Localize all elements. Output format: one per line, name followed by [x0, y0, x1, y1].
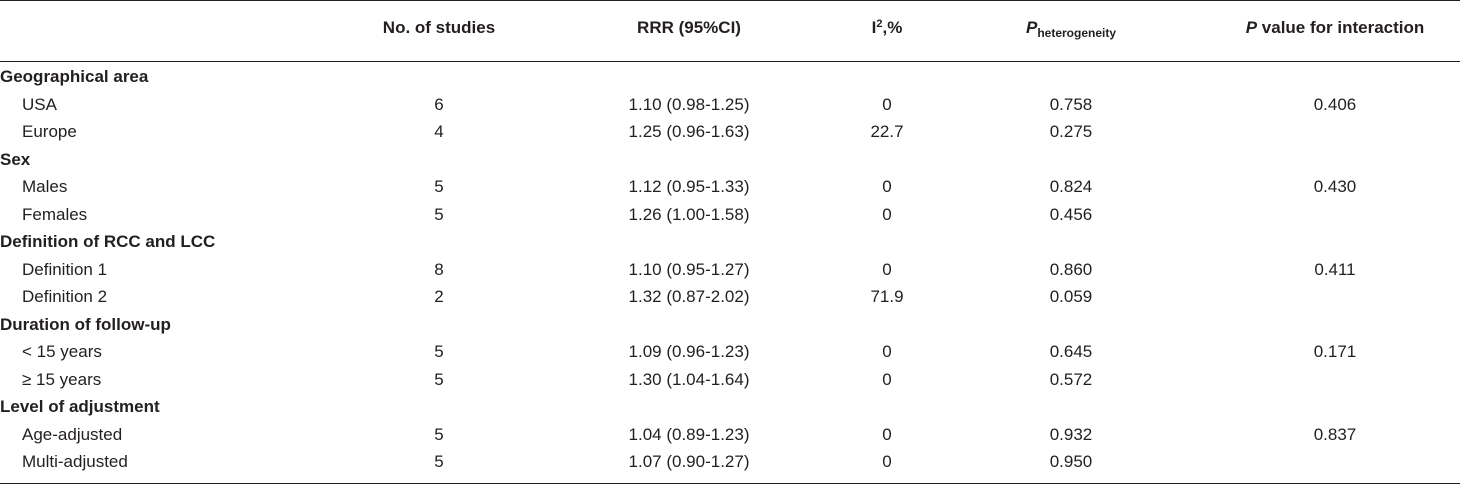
group-row: Duration of follow-up: [0, 311, 1460, 339]
i2-cell: 0: [882, 424, 892, 444]
p-heterogeneity-cell: 0.572: [1049, 369, 1093, 389]
group-row: Geographical area: [0, 63, 1460, 91]
table-row: < 15 years 5 1.09 (0.96-1.23) 0 0.645 0.171: [0, 338, 1460, 366]
p-interaction-cell: 0.430: [1313, 177, 1357, 196]
p-heterogeneity-cell: 0.456: [1049, 204, 1093, 224]
group-row: Definition of RCC and LCC: [0, 228, 1460, 256]
header-rrr-95ci: RRR (95%CI): [637, 18, 741, 37]
table-row: Females 5 1.26 (1.00-1.58) 0 0.456: [0, 201, 1460, 229]
header-i2-superscript: 2: [876, 18, 883, 30]
p-heterogeneity-cell: 0.758: [1049, 94, 1093, 114]
studies-cell: 5: [434, 424, 444, 444]
table-row: USA 6 1.10 (0.98-1.25) 0 0.758 0.406: [0, 91, 1460, 119]
header-phet-base: P: [1025, 18, 1038, 37]
row-label: Age-adjusted: [22, 424, 123, 444]
studies-cell: 2: [434, 287, 444, 306]
i2-cell: 0: [882, 204, 892, 224]
i2-cell: 0: [882, 342, 892, 361]
i2-cell: 0: [882, 177, 892, 196]
studies-cell: 5: [434, 177, 444, 196]
group-row: Sex: [0, 146, 1460, 174]
group-row: Level of adjustment: [0, 393, 1460, 421]
i2-cell: 0: [882, 369, 892, 389]
row-label: Multi-adjusted: [22, 452, 128, 471]
p-heterogeneity-cell: 0.275: [1049, 122, 1093, 141]
table-row: Age-adjusted 5 1.04 (0.89-1.23) 0 0.932 0.837: [0, 421, 1460, 449]
table-bottom-rule: [0, 483, 1460, 484]
studies-cell: 8: [434, 259, 444, 279]
rrr-cell: 1.32 (0.87-2.02): [628, 287, 750, 306]
table-top-rule: [0, 0, 1460, 1]
p-interaction-cell: 0.411: [1314, 259, 1356, 279]
row-label: Males: [22, 177, 68, 196]
rrr-cell: 1.10 (0.98-1.25): [628, 94, 750, 114]
table-row: Multi-adjusted 5 1.07 (0.90-1.27) 0 0.950: [0, 448, 1460, 476]
p-heterogeneity-cell: 0.860: [1049, 259, 1093, 279]
rrr-cell: 1.12 (0.95-1.33): [628, 177, 750, 196]
studies-cell: 6: [434, 94, 444, 114]
rrr-cell: 1.10 (0.95-1.27): [628, 259, 750, 279]
rrr-cell: 1.07 (0.90-1.27): [628, 452, 750, 471]
p-interaction-cell: 0.406: [1313, 94, 1357, 114]
p-heterogeneity-cell: 0.824: [1049, 177, 1093, 196]
rrr-cell: 1.09 (0.96-1.23): [628, 342, 750, 361]
group-title: Level of adjustment: [0, 397, 160, 416]
row-label: Definition 2: [22, 287, 108, 306]
p-interaction-cell: 0.171: [1313, 342, 1357, 361]
i2-cell: 0: [882, 259, 892, 279]
table-row: Definition 2 2 1.32 (0.87-2.02) 71.9 0.059: [0, 283, 1460, 311]
row-label: USA: [22, 94, 57, 114]
header-i2-percent: I2,%: [826, 0, 948, 61]
row-label: < 15 years: [22, 342, 102, 361]
row-label: Definition 1: [22, 259, 108, 279]
rrr-cell: 1.25 (0.96-1.63): [628, 122, 750, 141]
header-p-interaction: P value for interaction: [1210, 0, 1460, 61]
rrr-cell: 1.26 (1.00-1.58): [628, 204, 750, 224]
row-label: ≥ 15 years: [22, 369, 102, 389]
p-heterogeneity-cell: 0.645: [1049, 342, 1093, 361]
rrr-cell: 1.04 (0.89-1.23): [628, 424, 750, 444]
i2-cell: 22.7: [870, 122, 904, 141]
i2-cell: 71.9: [870, 287, 904, 306]
table-row: Europe 4 1.25 (0.96-1.63) 22.7 0.275: [0, 118, 1460, 146]
header-no-of-studies: No. of studies: [382, 18, 496, 37]
table-row: ≥ 15 years 5 1.30 (1.04-1.64) 0 0.572: [0, 366, 1460, 394]
studies-cell: 5: [434, 204, 444, 224]
p-interaction-cell: 0.837: [1313, 424, 1357, 444]
studies-cell: 4: [434, 122, 444, 141]
group-title: Sex: [0, 149, 31, 169]
i2-cell: 0: [882, 94, 892, 114]
rrr-cell: 1.30 (1.04-1.64): [628, 369, 750, 389]
header-i2-suffix: ,%: [882, 18, 903, 37]
studies-cell: 5: [434, 369, 444, 389]
p-heterogeneity-cell: 0.059: [1049, 287, 1093, 306]
group-title: Definition of RCC and LCC: [0, 232, 216, 251]
row-label: Females: [22, 204, 88, 224]
table-row: Definition 1 8 1.10 (0.95-1.27) 0 0.860 0.411: [0, 256, 1460, 284]
group-title: Geographical area: [0, 67, 149, 86]
row-label: Europe: [22, 122, 77, 141]
header-rule: [0, 61, 1460, 62]
p-heterogeneity-cell: 0.932: [1049, 424, 1093, 444]
studies-cell: 5: [434, 452, 444, 471]
header-i2-base: I: [871, 18, 877, 37]
studies-cell: 5: [434, 342, 444, 361]
header-pint-italic: P: [1245, 18, 1258, 37]
header-p-heterogeneity: Pheterogeneity: [960, 0, 1182, 61]
table-row: Males 5 1.12 (0.95-1.33) 0 0.824 0.430: [0, 173, 1460, 201]
header-phet-subscript: heterogeneity: [1037, 26, 1117, 40]
group-title: Duration of follow-up: [0, 314, 171, 334]
i2-cell: 0: [882, 452, 892, 471]
p-heterogeneity-cell: 0.950: [1049, 452, 1093, 471]
header-pint-rest: value for interaction: [1257, 18, 1425, 37]
